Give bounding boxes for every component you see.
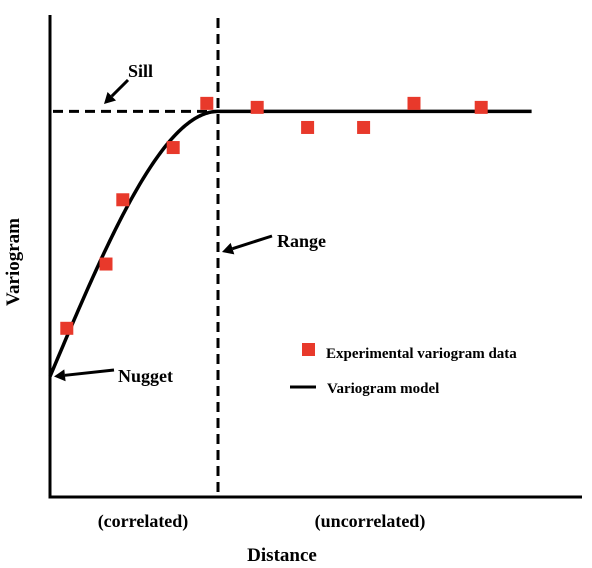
legend-label-model: Variogram model	[327, 381, 439, 397]
range-annotation: Range	[277, 231, 326, 251]
legend-marker-experimental	[302, 343, 315, 356]
nugget-arrow-shaft	[64, 368, 115, 377]
region-label-uncorrelated: (uncorrelated)	[315, 511, 426, 532]
sill-arrow-head	[104, 91, 117, 104]
y-axis-label: Variogram	[3, 218, 24, 306]
data-point-6	[250, 100, 264, 114]
range-arrow-shaft	[232, 234, 273, 251]
sill-annotation: Sill	[128, 61, 153, 81]
data-point-5	[200, 96, 214, 110]
data-point-10	[474, 100, 488, 114]
data-point-3	[116, 193, 130, 207]
data-point-2	[99, 257, 113, 271]
data-point-9	[407, 96, 421, 110]
nugget-annotation: Nugget	[118, 366, 173, 386]
data-point-4	[166, 141, 180, 155]
range-arrow-head	[222, 242, 235, 255]
variogram-model-line	[48, 109, 532, 378]
data-point-7	[301, 120, 315, 134]
sill-arrow-shaft	[110, 78, 130, 98]
x-axis-label: Distance	[247, 545, 317, 566]
data-point-1	[60, 321, 74, 335]
legend-label-experimental: Experimental variogram data	[326, 346, 517, 362]
plot-layer	[48, 15, 582, 499]
region-label-correlated: (correlated)	[98, 511, 189, 532]
nugget-arrow-head	[54, 369, 66, 382]
data-point-8	[357, 120, 371, 134]
